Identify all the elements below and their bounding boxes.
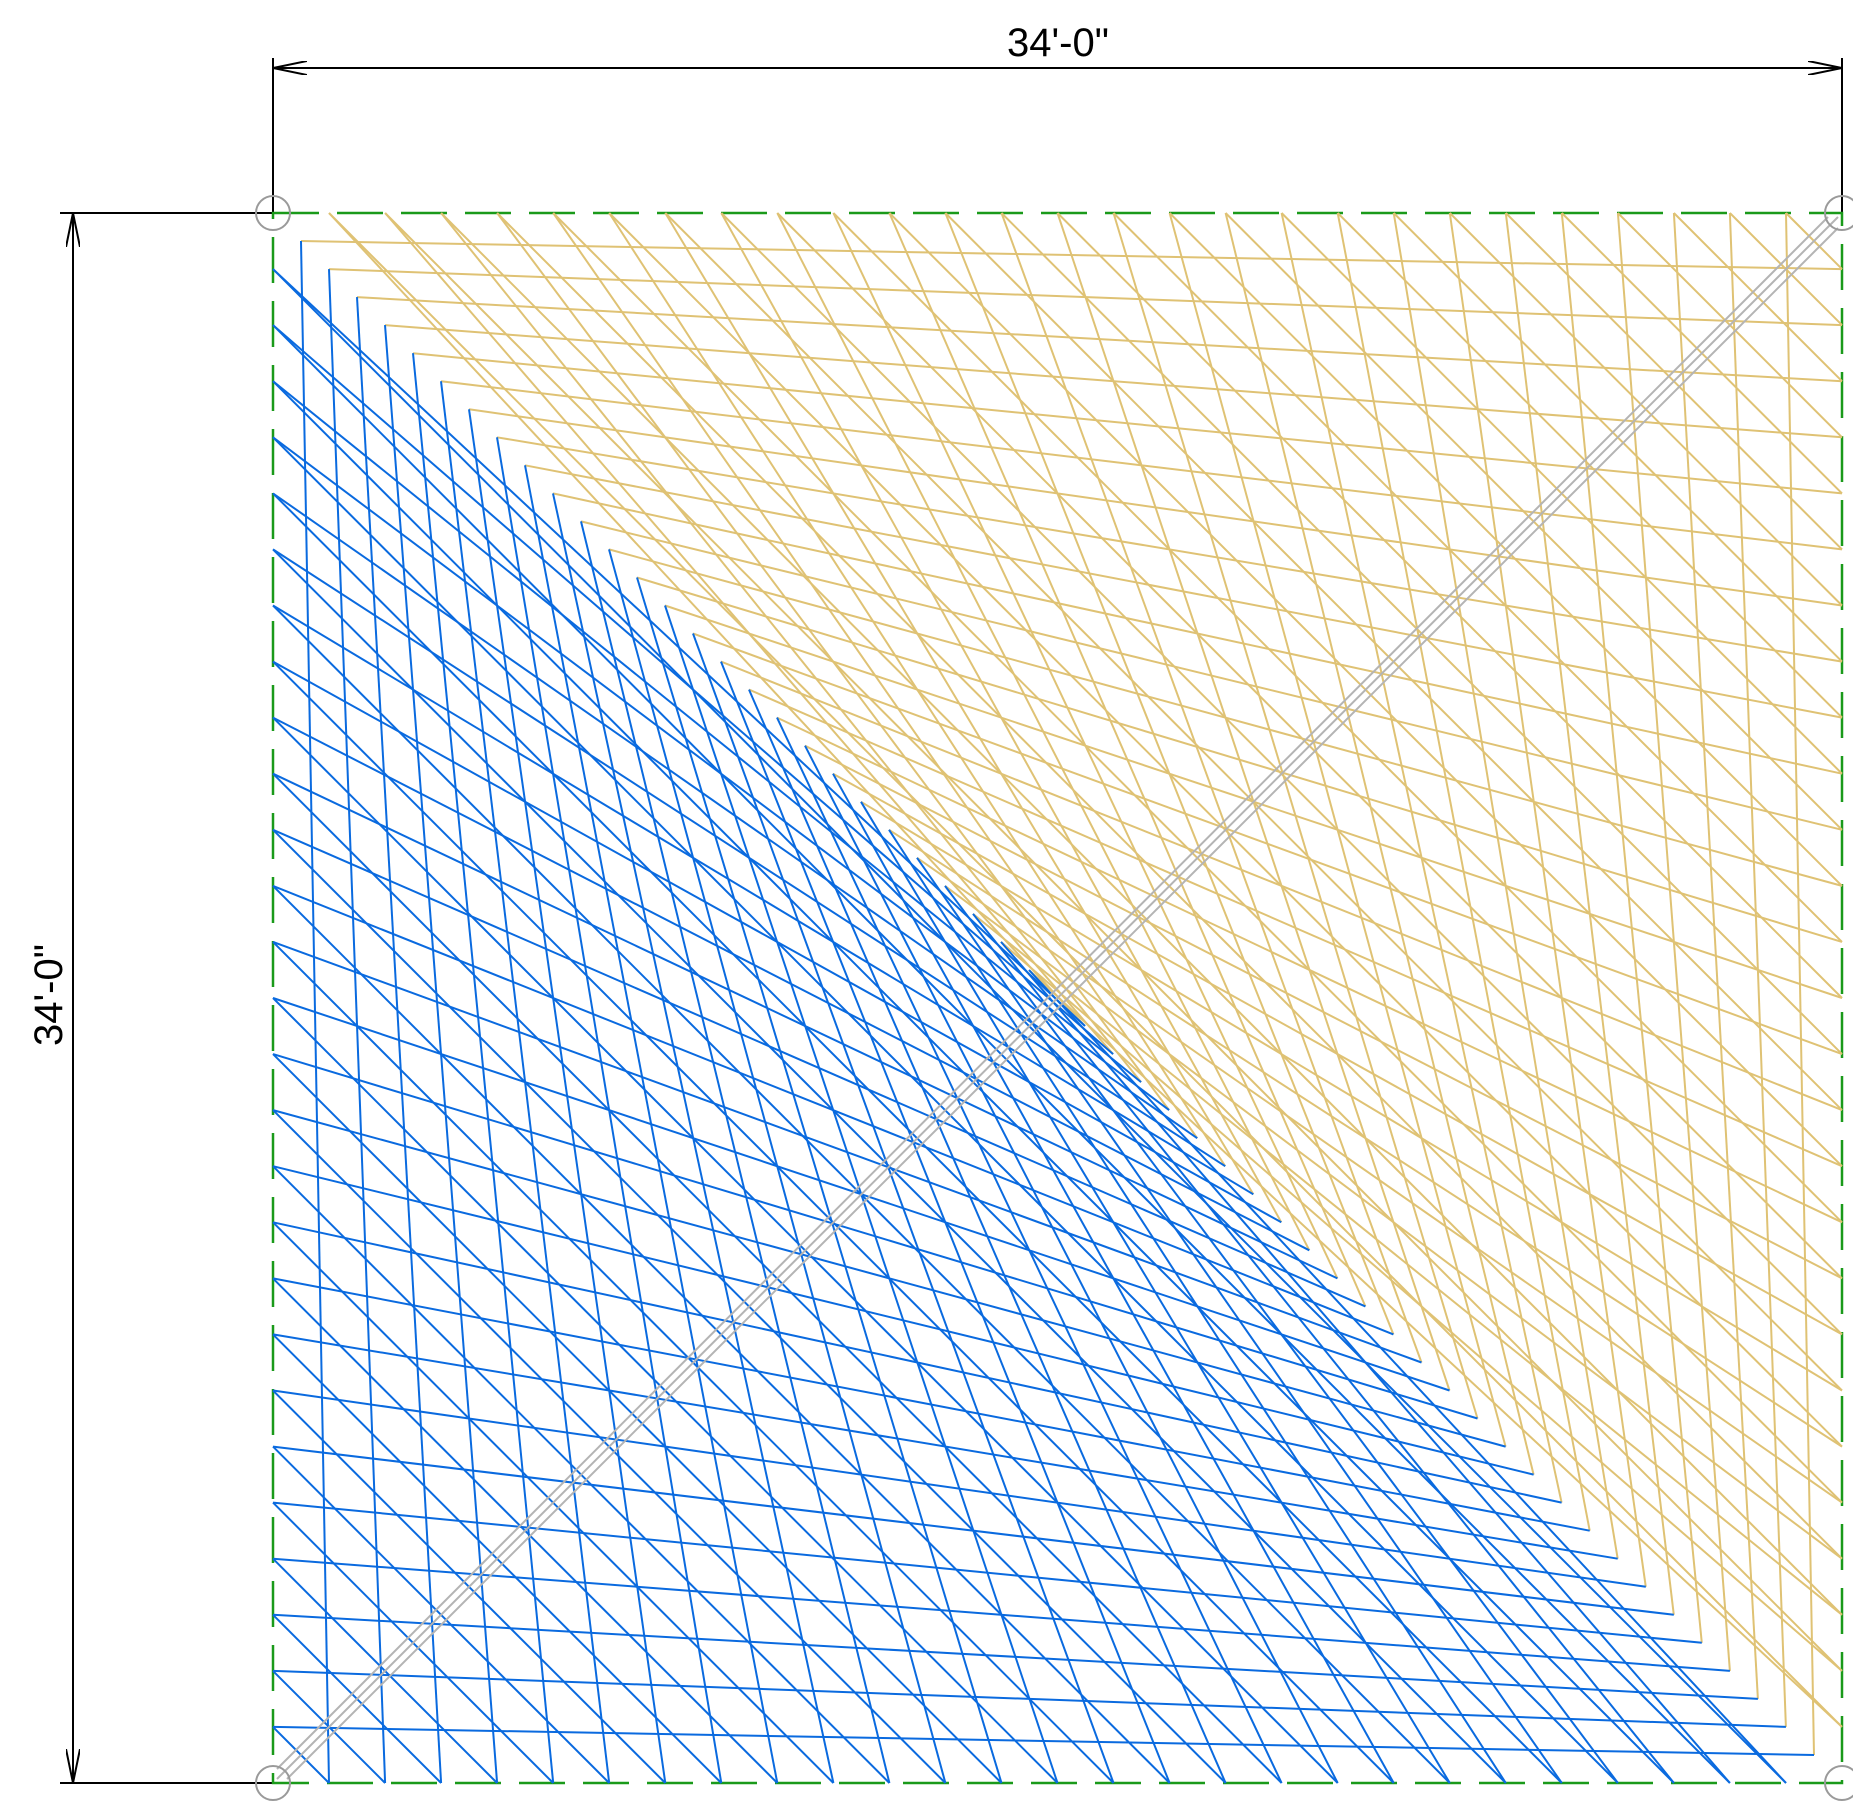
corner-anchor-circle — [255, 195, 291, 231]
web-strand — [832, 773, 1395, 1784]
web-strand — [1028, 969, 1787, 1784]
web-strand — [580, 520, 1843, 831]
web-strand — [440, 381, 611, 1784]
web-strand — [748, 688, 1843, 1168]
web-strand — [356, 296, 1843, 383]
web-strand — [972, 913, 1675, 1784]
corner-anchors — [255, 195, 1853, 1801]
diagonal-ridge-line — [276, 216, 1829, 1770]
web-strand — [468, 409, 667, 1784]
web-strand — [636, 577, 1003, 1784]
horizontal-dimension: 34'-0" — [272, 21, 1843, 214]
web-strand — [300, 240, 1843, 271]
web-strand — [832, 772, 1843, 1336]
web-strand — [636, 576, 1843, 943]
web-strand — [860, 801, 1451, 1784]
web-strand — [692, 633, 1115, 1784]
web-strand — [776, 716, 1843, 1224]
web-strand — [608, 548, 1843, 887]
web-strand — [916, 857, 1563, 1784]
corner-anchor-circle — [255, 1765, 291, 1801]
web-strand — [972, 913, 1843, 1616]
web-strand — [888, 829, 1507, 1784]
web-strand — [412, 353, 555, 1784]
width-dimension-label: 34'-0" — [1007, 21, 1109, 65]
web-strand — [608, 549, 947, 1784]
web-strand — [300, 240, 330, 1784]
web-strand — [916, 856, 1843, 1504]
web-strand — [776, 717, 1283, 1784]
web-strand — [328, 268, 1843, 327]
web-strand — [384, 324, 1843, 439]
web-strand — [1028, 969, 1843, 1728]
tan-mesh-web — [300, 212, 1843, 1756]
corner-anchor-circle — [1824, 195, 1853, 231]
height-dimension-label: 34'-0" — [27, 944, 71, 1046]
web-strand — [524, 465, 779, 1784]
web-strand — [384, 325, 499, 1784]
web-strand — [552, 493, 835, 1784]
web-strand — [804, 744, 1843, 1280]
diagonal-ridge-line — [276, 216, 1839, 1780]
web-strand — [1000, 941, 1843, 1672]
vertical-dimension: 34'-0" — [27, 212, 272, 1784]
web-strand — [496, 436, 1843, 663]
web-strand — [468, 408, 1843, 607]
web-strand — [748, 689, 1227, 1784]
web-strand — [1000, 941, 1731, 1784]
web-strand — [944, 885, 1619, 1784]
web-strand — [888, 828, 1843, 1448]
web-strand — [552, 492, 1843, 775]
web-strand — [356, 297, 443, 1784]
diagonal-ridge — [276, 216, 1839, 1780]
web-strand — [440, 380, 1843, 551]
web-strand — [692, 632, 1843, 1056]
web-strand — [496, 437, 723, 1784]
web-strand — [720, 661, 1171, 1784]
corner-anchor-circle — [1824, 1765, 1853, 1801]
diagonal-ridge-line — [286, 227, 1839, 1780]
web-strand — [804, 745, 1339, 1784]
web-strand — [328, 269, 387, 1784]
web-strand — [412, 352, 1843, 495]
web-strand — [524, 464, 1843, 719]
web-strand — [720, 660, 1843, 1112]
web-strand — [944, 885, 1843, 1560]
web-strand — [860, 800, 1843, 1392]
web-strand — [580, 521, 891, 1784]
